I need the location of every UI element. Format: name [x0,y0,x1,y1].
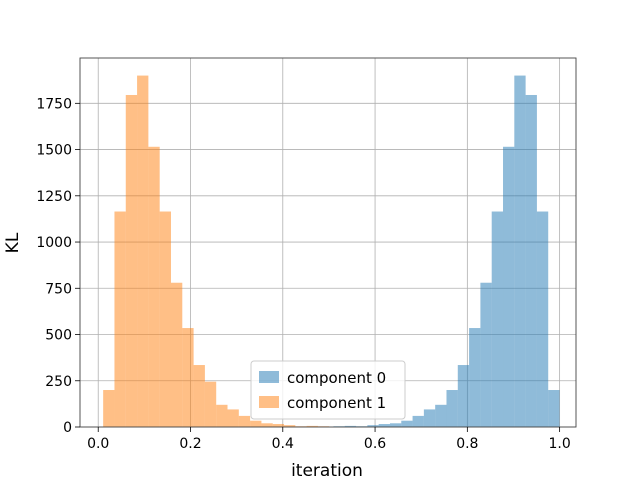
bar [435,404,447,427]
histogram-bars [103,75,560,428]
plot-frame [79,57,577,428]
series-0 [333,75,560,428]
bar [503,146,515,427]
x-tick-label: 0.0 [87,436,109,452]
bar [284,425,296,427]
x-tick-label: 0.6 [364,436,386,452]
legend-label: component 0 [287,369,386,387]
bar [548,390,560,427]
bar [401,420,413,427]
legend-swatch [259,371,279,383]
bar [193,365,205,427]
bar [412,415,424,427]
bar [114,211,126,427]
bar [216,404,228,427]
axis-ticks: 0.0 0.2 0.4 0.6 0.8 1.0 0 250 500 750 1000 1250 1500… [36,96,570,452]
legend-swatch [259,396,279,408]
bar [446,390,458,427]
y-tick-label: 750 [45,281,72,297]
y-axis-label: KL [3,232,23,253]
bar [367,425,379,427]
bar [344,425,357,427]
x-tick-label: 0.2 [179,436,201,452]
x-tick-label: 0.4 [272,436,294,452]
bar [250,420,262,427]
bar [182,328,194,427]
y-tick-label: 1750 [36,96,72,112]
y-tick-label: 1000 [36,235,72,251]
y-tick-label: 1250 [36,189,72,205]
bar [480,282,492,427]
x-axis-label: iteration [291,461,363,480]
bar [103,390,115,427]
y-tick-label: 250 [45,374,72,390]
bar [137,75,149,428]
bar [378,424,390,427]
bar [469,328,481,427]
bar [125,94,138,427]
bar [491,211,504,427]
bar [514,75,526,428]
bar [423,409,436,427]
bar [389,423,402,427]
y-tick-label: 1500 [36,143,72,159]
legend: component 0 component 1 [250,360,406,420]
y-tick-label: 500 [45,328,72,344]
x-tick-label: 1.0 [548,436,570,452]
bar [159,211,171,427]
bar [261,423,273,427]
bar [204,381,217,427]
y-tick-label: 0 [63,420,72,436]
bar [457,365,470,427]
bar [536,211,549,427]
bar [525,94,537,427]
bar [306,425,318,427]
bar [227,409,239,427]
series-1 [103,75,330,428]
x-tick-label: 0.8 [456,436,478,452]
legend-label: component 1 [287,394,386,412]
bar [148,146,160,427]
bar [238,415,251,427]
legend-box [250,360,406,420]
bar [272,424,285,427]
bar [170,282,183,427]
